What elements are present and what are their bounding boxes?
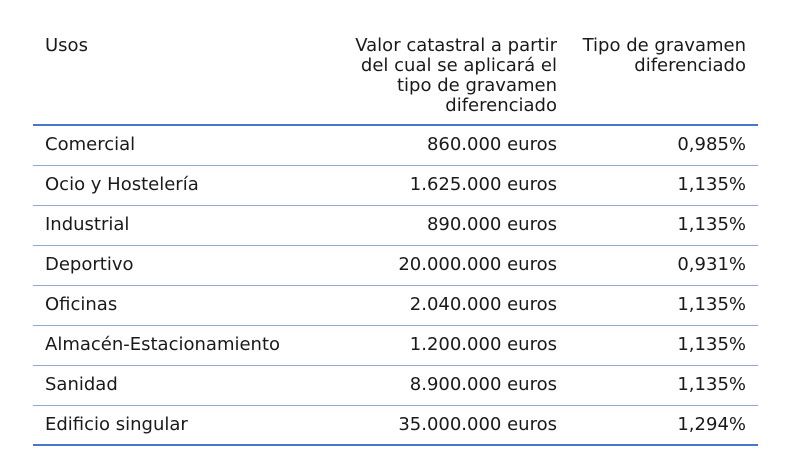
cell-tipo-gravamen: 1,135% xyxy=(569,325,758,366)
cell-valor-catastral: 890.000 euros xyxy=(311,205,569,246)
table-header: Usos Valor catastral a partir del cual s… xyxy=(33,30,758,126)
cell-tipo-gravamen: 1,135% xyxy=(569,365,758,406)
cell-uso: Ocio y Hostelería xyxy=(33,165,311,206)
table-row: Almacén-Estacionamiento 1.200.000 euros 1,… xyxy=(33,325,758,366)
table-row: Deportivo 20.000.000 euros 0,931% xyxy=(33,245,758,286)
table-body: Comercial 860.000 euros 0,985% Ocio y Hoste… xyxy=(33,125,758,446)
table-row: Ocio y Hostelería 1.625.000 euros 1,135% xyxy=(33,165,758,206)
cell-valor-catastral: 860.000 euros xyxy=(311,125,569,166)
cell-valor-catastral: 1.200.000 euros xyxy=(311,325,569,366)
cell-tipo-gravamen: 0,931% xyxy=(569,245,758,286)
cell-uso: Edificio singular xyxy=(33,405,311,446)
cell-valor-catastral: 1.625.000 euros xyxy=(311,165,569,206)
cell-uso: Almacén-Estacionamiento xyxy=(33,325,311,366)
cell-valor-catastral: 2.040.000 euros xyxy=(311,285,569,326)
cell-valor-catastral: 35.000.000 euros xyxy=(311,405,569,446)
cell-valor-catastral: 8.900.000 euros xyxy=(311,365,569,406)
cell-uso: Industrial xyxy=(33,205,311,246)
table-row: Oficinas 2.040.000 euros 1,135% xyxy=(33,285,758,326)
cell-tipo-gravamen: 1,135% xyxy=(569,285,758,326)
table-row: Edificio singular 35.000.000 euros 1,294% xyxy=(33,405,758,446)
table-row: Sanidad 8.900.000 euros 1,135% xyxy=(33,365,758,406)
tax-rate-table-container: Usos Valor catastral a partir del cual s… xyxy=(33,30,758,446)
header-usos: Usos xyxy=(33,30,311,126)
table-row: Comercial 860.000 euros 0,985% xyxy=(33,125,758,166)
header-row: Usos Valor catastral a partir del cual s… xyxy=(33,30,758,126)
cell-tipo-gravamen: 0,985% xyxy=(569,125,758,166)
table-row: Industrial 890.000 euros 1,135% xyxy=(33,205,758,246)
cell-uso: Sanidad xyxy=(33,365,311,406)
cell-tipo-gravamen: 1,294% xyxy=(569,405,758,446)
tax-rate-table: Usos Valor catastral a partir del cual s… xyxy=(33,30,758,446)
cell-uso: Deportivo xyxy=(33,245,311,286)
cell-tipo-gravamen: 1,135% xyxy=(569,165,758,206)
header-tipo-gravamen: Tipo de gravamen diferenciado xyxy=(569,30,758,126)
cell-tipo-gravamen: 1,135% xyxy=(569,205,758,246)
header-valor-catastral: Valor catastral a partir del cual se apl… xyxy=(311,30,569,126)
cell-uso: Oficinas xyxy=(33,285,311,326)
cell-valor-catastral: 20.000.000 euros xyxy=(311,245,569,286)
cell-uso: Comercial xyxy=(33,125,311,166)
